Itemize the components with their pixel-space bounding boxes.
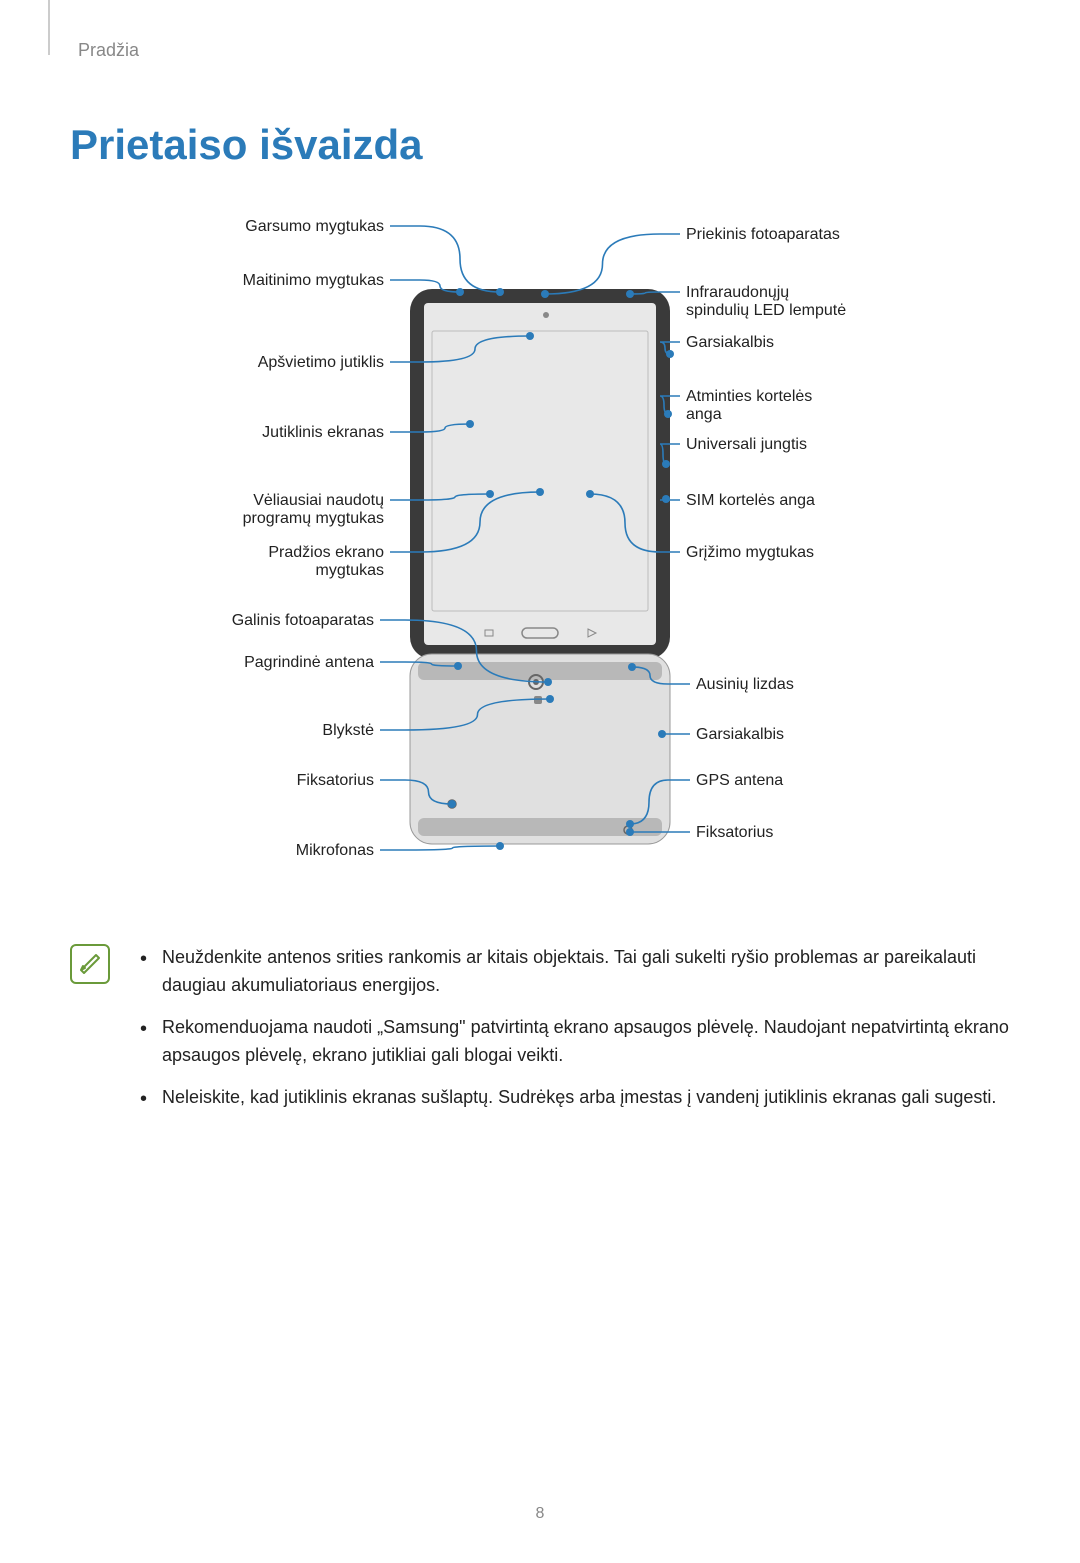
page-number: 8: [70, 1505, 1010, 1523]
callout-label: Infraraudonųjųspindulių LED lemputė: [686, 284, 846, 319]
callout-label: Maitinimo mygtukas: [243, 272, 384, 289]
callout-label: Universali jungtis: [686, 436, 807, 453]
callout-label: GPS antena: [696, 772, 783, 789]
note-item: Neleiskite, kad jutiklinis ekranas sušla…: [140, 1084, 1010, 1112]
callout-label: Mikrofonas: [296, 842, 374, 859]
device-diagram: Garsumo mygtukas Maitinimo mygtukas Apšvie…: [70, 204, 1010, 924]
callout-label: Garsiakalbis: [686, 334, 774, 351]
note-icon: [70, 944, 110, 984]
callout-label: Galinis fotoaparatas: [232, 612, 374, 629]
callout-label: Vėliausiai naudotųprogramų mygtukas: [243, 492, 384, 527]
notes-section: Neuždenkite antenos srities rankomis ar …: [70, 944, 1010, 1125]
callout-label: Ausinių lizdas: [696, 676, 794, 693]
callout-label: Apšvietimo jutiklis: [258, 354, 384, 371]
note-item: Rekomenduojama naudoti „Samsung" patvirt…: [140, 1014, 1010, 1070]
callout-label: Grįžimo mygtukas: [686, 544, 814, 561]
note-item: Neuždenkite antenos srities rankomis ar …: [140, 944, 1010, 1000]
callout-label: Fiksatorius: [297, 772, 374, 789]
page-title: Prietaiso išvaizda: [70, 121, 1010, 169]
callout-label: Garsiakalbis: [696, 726, 784, 743]
callout-label: Jutiklinis ekranas: [262, 424, 384, 441]
callout-label: Priekinis fotoaparatas: [686, 226, 840, 243]
callout-label: Blykstė: [322, 722, 374, 739]
callout-label: Garsumo mygtukas: [245, 218, 384, 235]
callout-label: Atminties kortelėsanga: [686, 388, 812, 423]
callout-label: Pradžios ekranomygtukas: [268, 544, 384, 579]
callout-label: Pagrindinė antena: [244, 654, 374, 671]
callout-label: SIM kortelės anga: [686, 492, 815, 509]
callout-label: Fiksatorius: [696, 824, 773, 841]
section-header: Pradžia: [78, 40, 1010, 61]
